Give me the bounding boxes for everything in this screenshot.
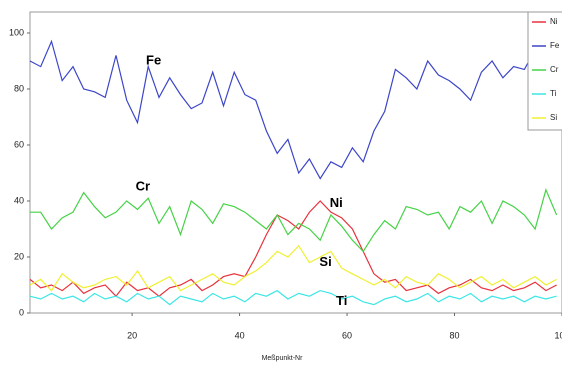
legend-label: Ni — [550, 17, 558, 26]
y-tick-label: 0 — [19, 307, 24, 317]
annotation: Si — [319, 254, 331, 269]
legend-label: Si — [550, 113, 557, 122]
series-line — [29, 200, 557, 298]
series-line — [29, 39, 558, 180]
legend-box — [527, 11, 562, 131]
legend-label: Ti — [550, 89, 557, 98]
legend: Ni Fe Cr Ti Si — [527, 11, 562, 131]
plot-frame — [29, 11, 562, 314]
y-tick-label: 60 — [14, 139, 24, 149]
series-line — [30, 187, 558, 253]
legend-label: Cr — [550, 65, 559, 74]
x-axis-label: Meßpunkt-Nr — [262, 355, 304, 362]
annotation: Ni — [330, 195, 343, 210]
x-tick-label: 40 — [235, 330, 245, 340]
y-tick-label: 20 — [14, 251, 24, 261]
legend-label: Fe — [550, 41, 560, 50]
y-tick-label: 80 — [14, 83, 24, 93]
annotation: Fe — [146, 52, 161, 67]
series-line — [29, 244, 557, 292]
x-tick-label: 60 — [342, 330, 352, 340]
y-tick-label: 40 — [14, 195, 24, 205]
annotation: Ti — [336, 293, 347, 308]
x-tick-label: 20 — [127, 330, 137, 340]
x-tick-label: 80 — [450, 330, 460, 340]
annotation: Cr — [136, 178, 150, 193]
x-tick-label: 100 — [554, 330, 562, 340]
y-tick-label: 100 — [9, 27, 24, 37]
series-line — [29, 289, 557, 306]
